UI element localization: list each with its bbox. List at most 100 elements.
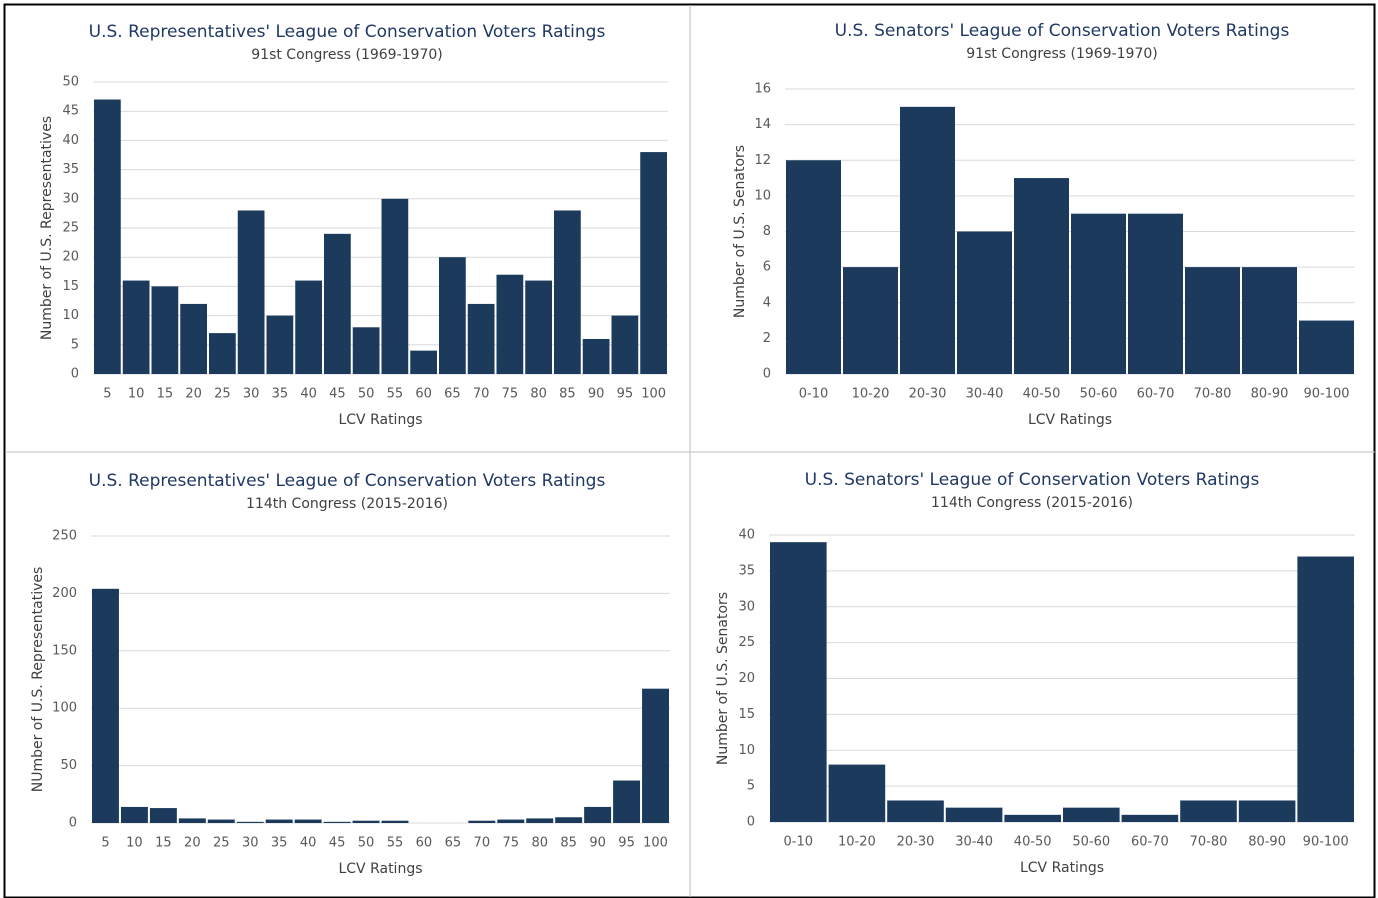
- x-tick-label: 10-20: [838, 835, 876, 850]
- y-tick-label: 30: [62, 191, 79, 206]
- bar: [770, 542, 827, 822]
- bar: [209, 333, 236, 374]
- x-tick-label: 55: [387, 387, 404, 402]
- x-tick-label: 60-70: [1137, 387, 1175, 402]
- y-tick-label: 8: [763, 224, 771, 239]
- x-tick-label: 35: [271, 836, 288, 851]
- chart-title: U.S. Senators' League of Conservation Vo…: [805, 470, 1260, 490]
- bar: [554, 210, 581, 374]
- x-tick-label: 50-60: [1080, 387, 1118, 402]
- bar: [236, 821, 264, 823]
- y-tick-label: 150: [52, 643, 77, 658]
- bar: [526, 818, 554, 823]
- bar: [439, 257, 466, 374]
- x-tick-label: 90: [588, 387, 605, 402]
- y-axis-label: Number of U.S. Representatives: [39, 116, 55, 340]
- bar: [178, 818, 206, 823]
- x-tick-label: 15: [155, 836, 172, 851]
- x-tick-label: 75: [503, 836, 520, 851]
- bar: [265, 819, 293, 823]
- x-tick-label: 50: [358, 836, 375, 851]
- y-tick-label: 0: [763, 367, 771, 382]
- y-tick-label: 0: [747, 815, 755, 830]
- y-tick-label: 15: [62, 279, 79, 294]
- y-tick-label: 100: [52, 701, 77, 716]
- chart-subtitle: 114th Congress (2015-2016): [931, 495, 1133, 511]
- x-tick-label: 0-10: [799, 387, 829, 402]
- x-axis-label: LCV Ratings: [338, 412, 422, 428]
- y-axis-label: Number of U.S. Senators: [715, 592, 731, 765]
- x-tick-label: 10-20: [852, 387, 890, 402]
- x-tick-label: 35: [272, 387, 289, 402]
- x-tick-label: 0-10: [784, 835, 814, 850]
- x-tick-label: 10: [128, 387, 145, 402]
- x-tick-label: 80: [530, 387, 547, 402]
- y-tick-label: 5: [71, 337, 79, 352]
- bar: [843, 267, 898, 374]
- x-tick-label: 70-80: [1194, 387, 1232, 402]
- bar: [828, 764, 886, 822]
- bar: [323, 821, 351, 823]
- bar: [496, 274, 524, 374]
- chart-subtitle: 114th Congress (2015-2016): [246, 496, 448, 512]
- x-tick-label: 25: [213, 836, 230, 851]
- y-tick-label: 45: [62, 104, 79, 119]
- bar: [381, 820, 409, 823]
- bar: [324, 233, 351, 374]
- x-tick-label: 40-50: [1023, 387, 1061, 402]
- x-axis-label: LCV Ratings: [338, 861, 422, 877]
- bar: [1063, 807, 1120, 822]
- bar: [467, 303, 495, 374]
- bar: [207, 819, 235, 823]
- x-tick-label: 20: [184, 836, 201, 851]
- y-tick-label: 12: [754, 153, 771, 168]
- chart-subtitle: 91st Congress (1969-1970): [251, 47, 442, 63]
- y-tick-label: 25: [62, 221, 79, 236]
- chart-title: U.S. Representatives' League of Conserva…: [89, 22, 606, 42]
- bar: [957, 231, 1012, 374]
- y-tick-label: 20: [738, 671, 755, 686]
- bar: [497, 819, 525, 823]
- y-axis-label: NUmber of U.S. Representatives: [30, 567, 46, 793]
- y-tick-label: 5: [747, 779, 755, 794]
- y-tick-label: 14: [754, 117, 771, 132]
- y-tick-label: 50: [62, 75, 79, 90]
- bar: [1004, 814, 1061, 822]
- chart-title: U.S. Representatives' League of Conserva…: [89, 471, 606, 491]
- y-tick-label: 15: [738, 707, 755, 722]
- y-tick-label: 25: [738, 635, 755, 650]
- x-tick-label: 20-30: [897, 835, 935, 850]
- bar: [1014, 178, 1069, 374]
- bar: [584, 806, 612, 823]
- bar: [92, 588, 119, 823]
- y-tick-label: 50: [60, 758, 77, 773]
- y-tick-label: 40: [62, 133, 79, 148]
- x-tick-label: 30: [243, 387, 260, 402]
- bar: [1071, 213, 1126, 374]
- y-tick-label: 40: [738, 528, 755, 543]
- y-tick-label: 35: [62, 162, 79, 177]
- y-tick-label: 10: [754, 188, 771, 203]
- y-axis-label: Number of U.S. Senators: [732, 145, 748, 318]
- bar: [468, 820, 496, 823]
- y-tick-label: 2: [763, 331, 771, 346]
- bar: [410, 350, 437, 374]
- bar: [381, 198, 409, 374]
- x-tick-label: 75: [502, 387, 519, 402]
- bar: [786, 160, 841, 374]
- x-tick-label: 95: [617, 387, 634, 402]
- y-tick-label: 35: [738, 563, 755, 578]
- bar: [1299, 320, 1354, 374]
- bar: [294, 819, 322, 823]
- bar: [582, 338, 610, 374]
- bar: [1238, 800, 1296, 822]
- x-tick-label: 90-100: [1303, 835, 1349, 850]
- x-tick-label: 70: [474, 836, 491, 851]
- x-tick-label: 70-80: [1190, 835, 1228, 850]
- y-tick-label: 4: [763, 295, 771, 310]
- bar: [180, 303, 207, 374]
- bar: [945, 807, 1003, 822]
- y-tick-label: 16: [754, 82, 771, 97]
- bar: [642, 688, 669, 823]
